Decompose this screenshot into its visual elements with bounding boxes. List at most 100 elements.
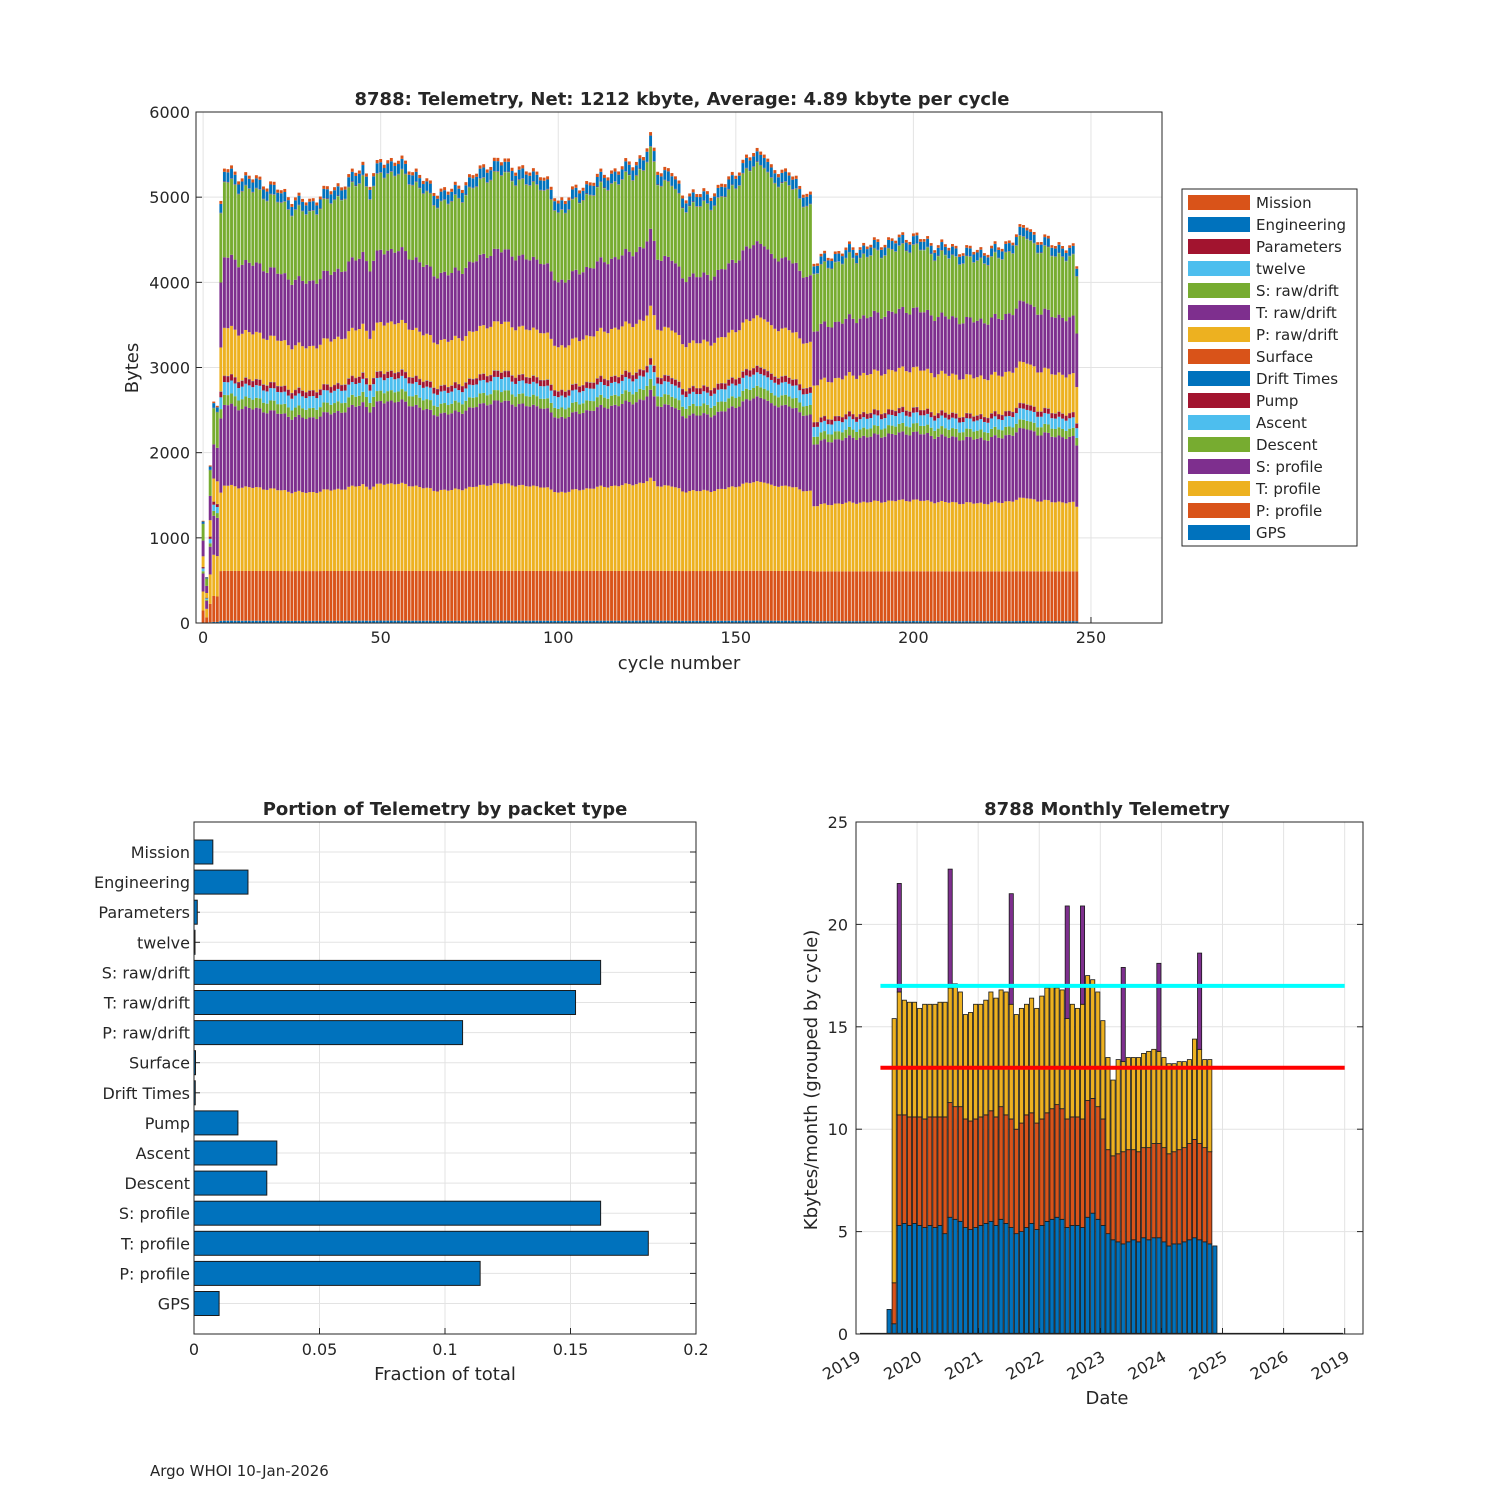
bar-segment bbox=[304, 214, 308, 284]
bar-segment bbox=[883, 621, 887, 623]
bar-segment bbox=[556, 620, 560, 623]
bar-segment bbox=[745, 399, 748, 483]
y-tick-label: 10 bbox=[828, 1120, 848, 1139]
bar-segment bbox=[1050, 428, 1054, 437]
bar-segment bbox=[979, 249, 983, 258]
bar-segment bbox=[318, 344, 322, 390]
bar-segment bbox=[421, 410, 425, 489]
bar-segment bbox=[862, 501, 866, 572]
bar-segment bbox=[1074, 1225, 1080, 1335]
bar-segment bbox=[333, 200, 336, 272]
bar-segment bbox=[368, 570, 372, 621]
bar-segment bbox=[730, 396, 734, 407]
bar-segment bbox=[794, 385, 798, 398]
bar-segment bbox=[965, 413, 969, 419]
bar-segment bbox=[549, 199, 553, 272]
bar-segment bbox=[915, 235, 919, 244]
bar-segment bbox=[840, 323, 844, 380]
bar-segment bbox=[411, 396, 415, 407]
bar-segment bbox=[780, 172, 784, 183]
bar-segment bbox=[973, 1227, 979, 1335]
bar-segment bbox=[691, 192, 695, 202]
bar-segment bbox=[808, 275, 812, 342]
bar-segment bbox=[1181, 1147, 1187, 1243]
bar-segment bbox=[407, 396, 411, 407]
bar-segment bbox=[823, 253, 827, 262]
bar-segment bbox=[968, 437, 972, 503]
bar-segment bbox=[247, 487, 251, 571]
bar-segment bbox=[769, 325, 773, 374]
bar-segment bbox=[748, 376, 752, 390]
bar-segment bbox=[617, 174, 621, 185]
bar-segment bbox=[872, 425, 876, 434]
bar-segment bbox=[460, 490, 464, 572]
bar-segment bbox=[258, 189, 262, 264]
bar-segment bbox=[656, 620, 660, 623]
bar-segment bbox=[567, 571, 571, 621]
bar-segment bbox=[826, 260, 830, 268]
bar-segment bbox=[911, 621, 915, 623]
bar-segment bbox=[247, 620, 251, 623]
bar-segment bbox=[524, 377, 528, 384]
bar-segment bbox=[851, 502, 855, 572]
bar-segment bbox=[421, 488, 425, 571]
bar-segment bbox=[333, 570, 336, 621]
bar-segment bbox=[713, 206, 716, 277]
bar-segment bbox=[1061, 317, 1065, 375]
bar-segment bbox=[776, 331, 780, 379]
bar-segment bbox=[1007, 415, 1011, 427]
bar-segment bbox=[1146, 1147, 1152, 1241]
bar-segment bbox=[1046, 432, 1050, 501]
bar-segment bbox=[382, 374, 386, 381]
bar-segment bbox=[1068, 436, 1072, 503]
bar-segment bbox=[872, 621, 876, 623]
bar-segment bbox=[698, 491, 702, 572]
bar-segment bbox=[823, 439, 827, 504]
bar-segment bbox=[908, 416, 912, 428]
bar-segment bbox=[816, 385, 819, 422]
bar-segment bbox=[808, 392, 812, 405]
bar-segment bbox=[333, 620, 336, 623]
bar-segment bbox=[816, 621, 819, 623]
bar-segment bbox=[1064, 1118, 1070, 1228]
bar-segment bbox=[230, 620, 233, 623]
bar-segment bbox=[677, 409, 681, 489]
bar-segment bbox=[958, 417, 962, 423]
bar-segment bbox=[745, 319, 748, 369]
bar-segment bbox=[723, 197, 727, 270]
bar-segment bbox=[943, 246, 947, 255]
bar-segment bbox=[627, 401, 631, 485]
bar-segment bbox=[475, 173, 479, 177]
bar-segment bbox=[720, 401, 724, 412]
bar-segment bbox=[1036, 244, 1040, 253]
bar-segment bbox=[585, 400, 589, 411]
bar-segment bbox=[649, 570, 653, 621]
bar-segment bbox=[702, 489, 706, 571]
bar-segment bbox=[570, 189, 574, 199]
bar-segment bbox=[347, 261, 351, 332]
bar-segment bbox=[471, 379, 475, 386]
bar-segment bbox=[695, 620, 699, 623]
bar-segment bbox=[886, 1309, 892, 1335]
bar-segment bbox=[443, 390, 447, 404]
bar-segment bbox=[453, 267, 457, 336]
bar-segment bbox=[315, 392, 319, 399]
bar-segment bbox=[961, 422, 965, 433]
bar-segment bbox=[620, 620, 624, 623]
bar-segment bbox=[492, 483, 496, 571]
bar-segment bbox=[404, 160, 407, 164]
bar-segment bbox=[1046, 238, 1050, 247]
bar-segment bbox=[819, 432, 823, 441]
bar-segment bbox=[808, 490, 812, 572]
bar-segment bbox=[499, 165, 503, 176]
bar-segment bbox=[826, 268, 830, 327]
bar-segment bbox=[1022, 428, 1025, 498]
bar-segment bbox=[343, 338, 347, 385]
bar-segment bbox=[808, 414, 812, 491]
bar-segment bbox=[776, 620, 780, 623]
bar-segment bbox=[844, 437, 848, 503]
bar-segment bbox=[361, 372, 365, 379]
bar-segment bbox=[489, 485, 493, 571]
bar-segment bbox=[627, 378, 631, 392]
